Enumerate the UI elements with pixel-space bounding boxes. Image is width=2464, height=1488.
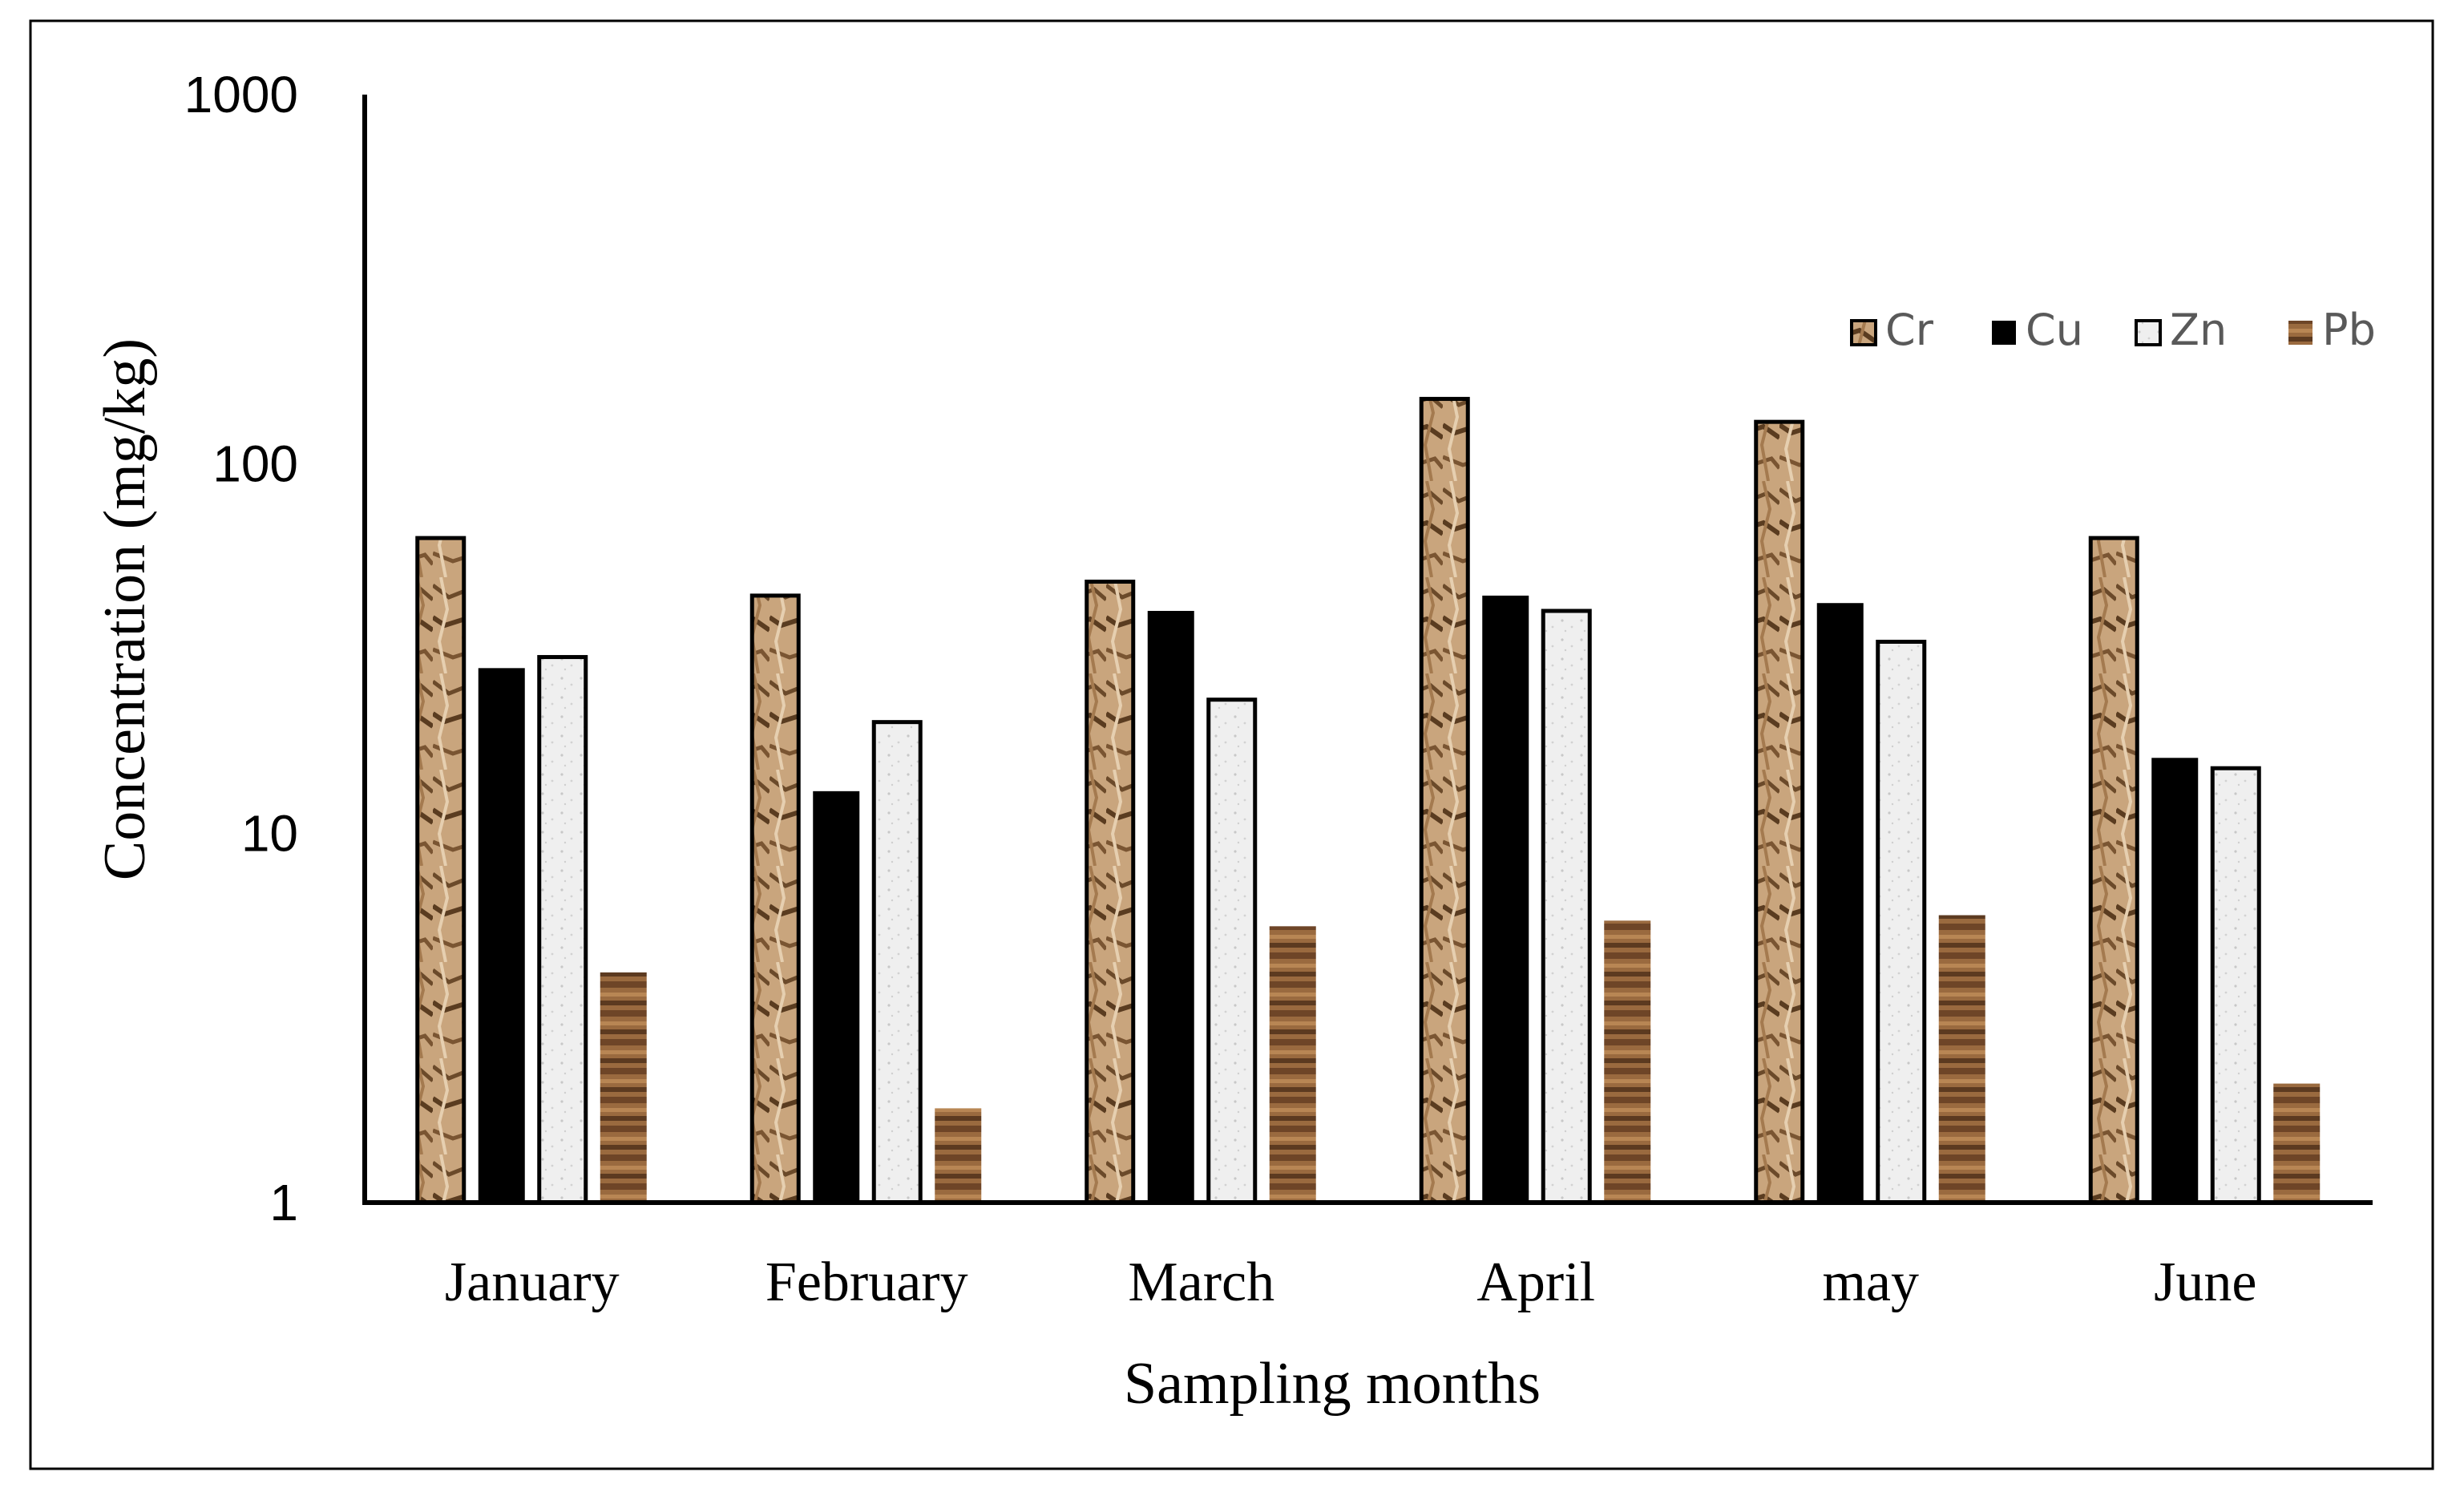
bar-cu-june <box>2151 758 2199 1203</box>
bar-cr-february <box>749 593 801 1205</box>
legend: Cr Cu Zn Pb <box>1850 305 2376 355</box>
bar-cu-may <box>1816 603 1864 1203</box>
bar-pb-january <box>600 972 647 1203</box>
y-tick-label: 1000 <box>184 66 298 123</box>
legend-label-cu: Cu <box>2026 305 2083 355</box>
bar-cr-june <box>2088 536 2139 1205</box>
y-tick-label: 10 <box>241 804 298 862</box>
bar-zn-may <box>1876 639 1927 1205</box>
bar-pb-february <box>935 1108 982 1203</box>
x-category-label: June <box>2154 1251 2256 1313</box>
legend-swatch-cr <box>1850 319 1877 346</box>
legend-swatch-pb <box>2288 321 2313 345</box>
bar-cu-april <box>1482 595 1529 1203</box>
y-tick-label: 1 <box>269 1174 298 1231</box>
bar-cu-january <box>478 668 525 1203</box>
bar-zn-march <box>1206 698 1258 1205</box>
legend-label-zn: Zn <box>2170 305 2227 355</box>
bar-pb-march <box>1269 926 1316 1203</box>
bar-cr-march <box>1085 580 1136 1205</box>
bar-pb-may <box>1938 915 1985 1203</box>
y-tick-labels: 1 10 100 1000 <box>184 66 298 1231</box>
chart-frame <box>29 19 2434 1470</box>
bar-cr-january <box>415 536 467 1205</box>
y-tick-label: 100 <box>212 435 298 493</box>
bar-pb-april <box>1604 920 1651 1203</box>
x-category-label: January <box>445 1251 620 1313</box>
bar-cr-may <box>1754 419 1805 1205</box>
legend-swatch-zn <box>2135 319 2162 346</box>
bar-cu-march <box>1147 610 1194 1203</box>
bar-zn-june <box>2210 766 2261 1205</box>
bar-zn-april <box>1541 609 1592 1205</box>
bar-zn-january <box>537 655 588 1205</box>
x-category-label: February <box>765 1251 968 1313</box>
bar-zn-february <box>871 720 923 1205</box>
legend-label-pb: Pb <box>2322 305 2376 355</box>
legend-swatch-cu <box>1992 321 2016 345</box>
legend-label-cr: Cr <box>1885 305 1934 355</box>
bar-pb-june <box>2273 1083 2321 1203</box>
x-category-labels: January February March April may June <box>445 1251 2257 1313</box>
y-axis-title: Concentration (mg/kg) <box>92 338 158 880</box>
x-axis-title: Sampling months <box>1124 1351 1541 1417</box>
x-category-label: March <box>1128 1251 1274 1313</box>
x-category-label: may <box>1822 1251 1919 1313</box>
bar-cr-april <box>1419 397 1470 1205</box>
bars-group <box>415 397 2321 1205</box>
bar-cu-february <box>813 790 860 1203</box>
x-category-label: April <box>1476 1251 1595 1313</box>
